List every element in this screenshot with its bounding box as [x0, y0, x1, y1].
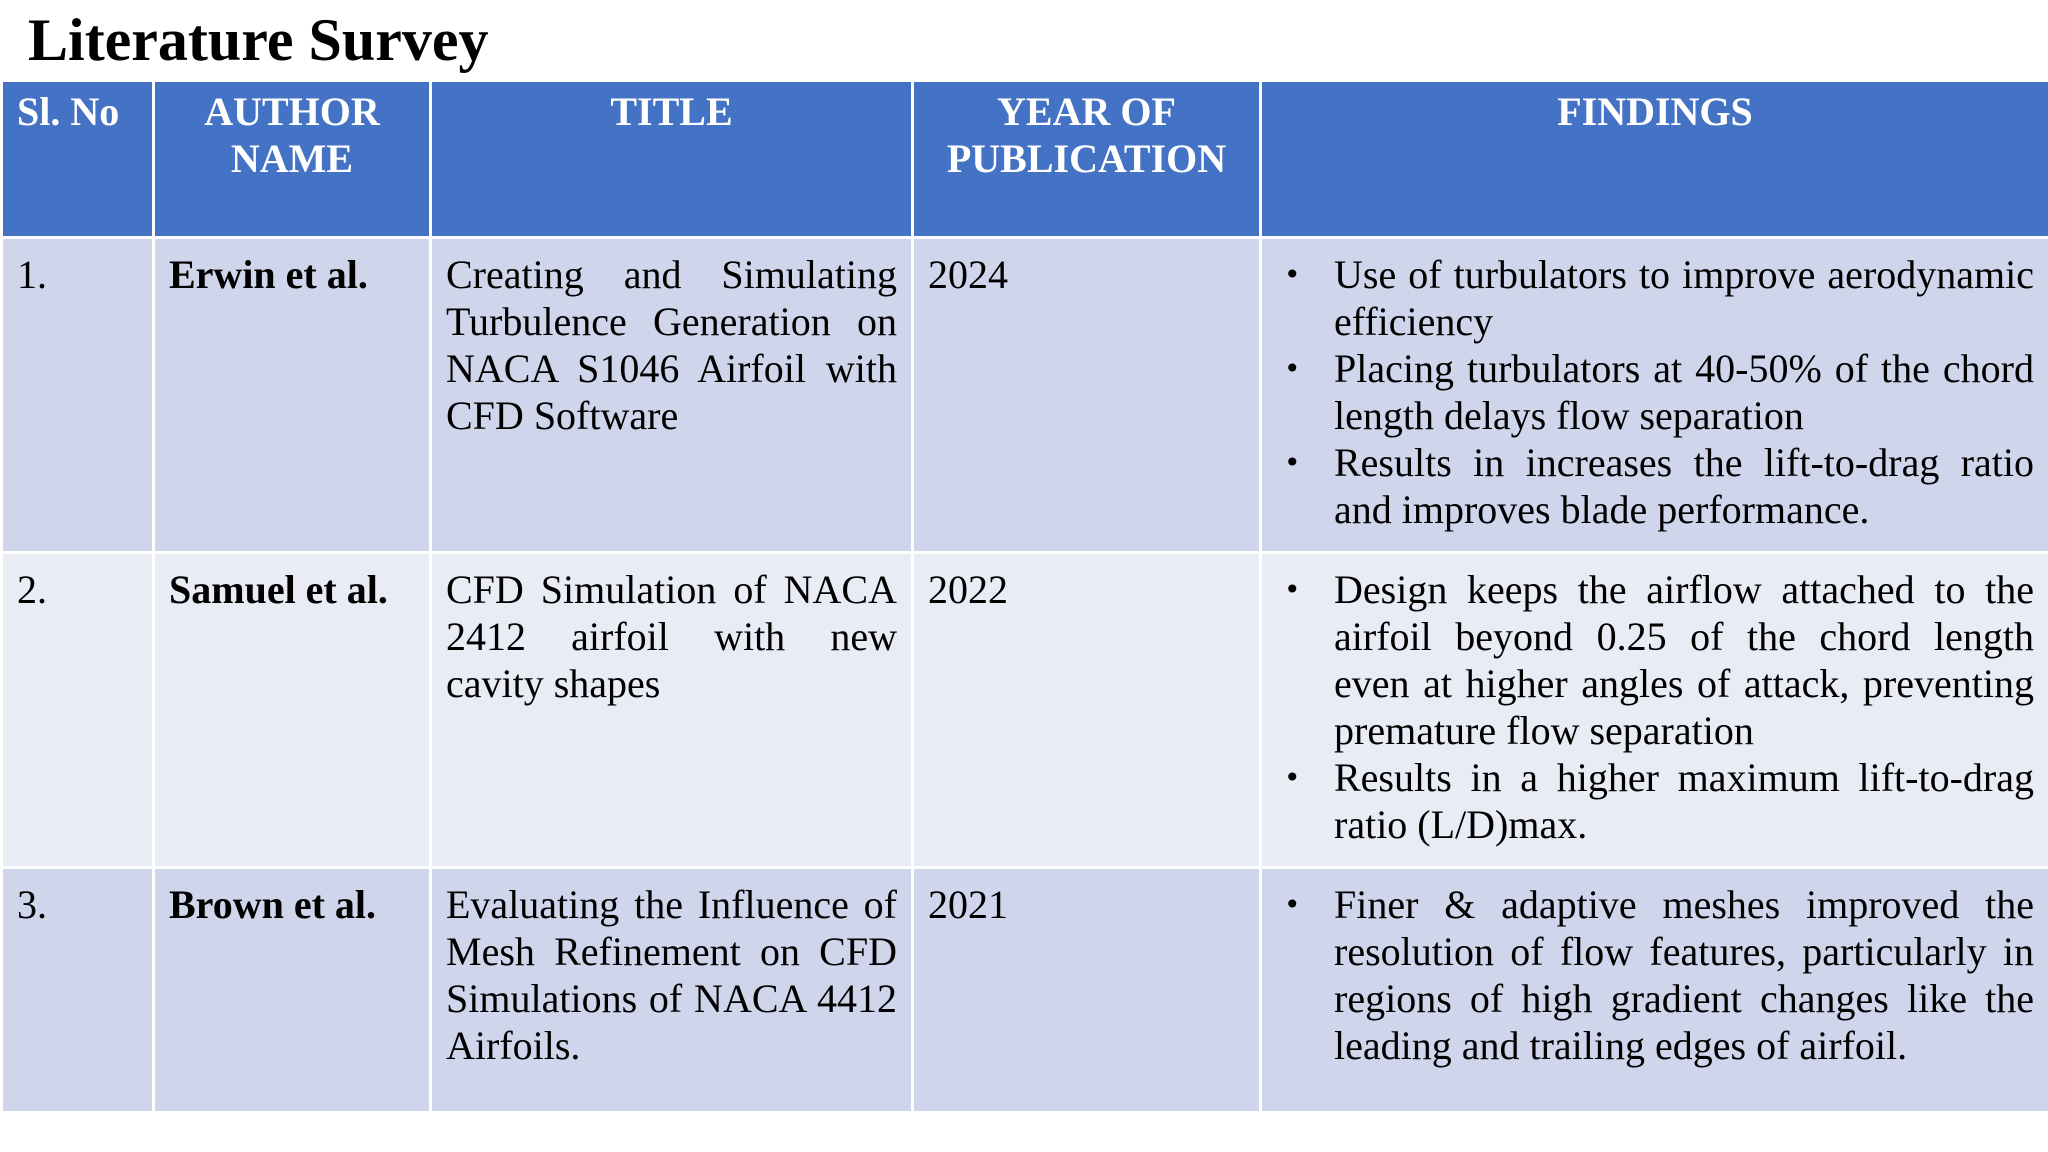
- finding-text: Results in increases the lift-to-drag ra…: [1334, 440, 2034, 532]
- finding-text: Placing turbulators at 40-50% of the cho…: [1334, 346, 2034, 438]
- finding-text: Finer & adaptive meshes improved the res…: [1334, 882, 2034, 1068]
- cell-author-name: Erwin et al.: [152, 236, 432, 554]
- header-title: TITLE: [429, 79, 914, 239]
- cell-findings: • Finer & adaptive meshes improved the re…: [1259, 866, 2048, 1114]
- finding-item: • Placing turbulators at 40-50% of the ch…: [1276, 345, 2034, 439]
- findings-list: • Finer & adaptive meshes improved the re…: [1276, 881, 2034, 1069]
- finding-item: • Results in a higher maximum lift-to-dra…: [1276, 754, 2034, 848]
- findings-list: • Design keeps the airflow attached to th…: [1276, 566, 2034, 848]
- bullet-icon: •: [1284, 446, 1301, 479]
- header-author-name: AUTHOR NAME: [152, 79, 432, 239]
- bullet-icon: •: [1284, 258, 1301, 291]
- table-row: 3. Brown et al. Evaluating the Influence…: [0, 866, 2048, 1114]
- slide-title: Literature Survey: [28, 7, 489, 73]
- cell-year: 2024: [911, 236, 1262, 554]
- cell-findings: • Use of turbulators to improve aerodynam…: [1259, 236, 2048, 554]
- cell-author-name: Brown et al.: [152, 866, 432, 1114]
- header-year-of-publication: YEAR OF PUBLICATION: [911, 79, 1262, 239]
- cell-title: Evaluating the Influence of Mesh Refinem…: [429, 866, 914, 1114]
- cell-year: 2021: [911, 866, 1262, 1114]
- finding-text: Results in a higher maximum lift-to-drag…: [1334, 755, 2034, 847]
- cell-sl-no: 3.: [0, 866, 155, 1114]
- finding-item: • Results in increases the lift-to-drag r…: [1276, 439, 2034, 533]
- cell-title: Creating and Simulating Turbulence Gener…: [429, 236, 914, 554]
- header-findings: FINDINGS: [1259, 79, 2048, 239]
- bullet-icon: •: [1284, 352, 1301, 385]
- cell-sl-no: 2.: [0, 551, 155, 869]
- header-sl-no: Sl. No: [0, 79, 155, 239]
- cell-findings: • Design keeps the airflow attached to th…: [1259, 551, 2048, 869]
- bullet-icon: •: [1284, 573, 1301, 606]
- table-row: 1. Erwin et al. Creating and Simulating …: [0, 236, 2048, 554]
- cell-year: 2022: [911, 551, 1262, 869]
- cell-title: CFD Simulation of NACA 2412 airfoil with…: [429, 551, 914, 869]
- finding-item: • Finer & adaptive meshes improved the re…: [1276, 881, 2034, 1069]
- finding-text: Use of turbulators to improve aerodynami…: [1334, 252, 2034, 344]
- finding-item: • Use of turbulators to improve aerodynam…: [1276, 251, 2034, 345]
- findings-list: • Use of turbulators to improve aerodynam…: [1276, 251, 2034, 533]
- cell-sl-no: 1.: [0, 236, 155, 554]
- finding-item: • Design keeps the airflow attached to th…: [1276, 566, 2034, 754]
- cell-author-name: Samuel et al.: [152, 551, 432, 869]
- literature-survey-table: Sl. No AUTHOR NAME TITLE YEAR OF PUBLICA…: [0, 79, 2048, 1114]
- finding-text: Design keeps the airflow attached to the…: [1334, 567, 2034, 753]
- table-row: 2. Samuel et al. CFD Simulation of NACA …: [0, 551, 2048, 869]
- bullet-icon: •: [1284, 761, 1301, 794]
- bullet-icon: •: [1284, 888, 1301, 921]
- table-header-row: Sl. No AUTHOR NAME TITLE YEAR OF PUBLICA…: [0, 79, 2048, 239]
